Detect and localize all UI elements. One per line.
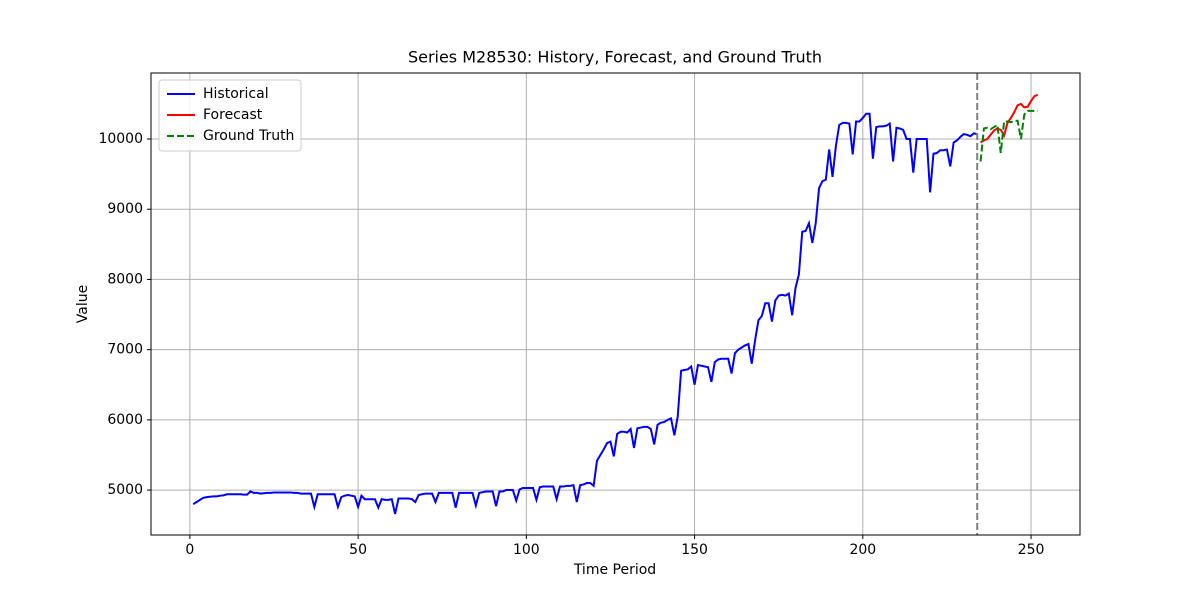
y-tick-label: 9000: [107, 201, 143, 217]
y-tick-label: 5000: [107, 482, 143, 498]
legend-label: Forecast: [203, 107, 263, 123]
legend-box: [158, 79, 302, 152]
legend: Historical Forecast Ground Truth: [158, 79, 302, 152]
y-tick-label: 10000: [98, 131, 143, 147]
legend-label: Ground Truth: [203, 128, 294, 144]
x-tick-label: 250: [1018, 542, 1045, 558]
y-axis-label: Value: [75, 285, 91, 323]
grid: [151, 73, 1080, 535]
series-line: [980, 93, 1039, 144]
x-tick-label: 200: [849, 542, 876, 558]
y-tick-label: 8000: [107, 271, 143, 287]
legend-label: Historical: [203, 86, 269, 102]
x-tick-label: 100: [513, 542, 540, 558]
y-tick-label: 7000: [107, 342, 143, 358]
series-line: [979, 109, 1038, 162]
plot-frame: [150, 72, 1081, 536]
plot: [192, 73, 1039, 535]
x-tick-label: 150: [681, 542, 708, 558]
x-tick-label: 50: [349, 542, 367, 558]
y-tick-label: 6000: [107, 412, 143, 428]
chart-title: Series M28530: History, Forecast, and Gr…: [408, 48, 822, 67]
x-axis-label: Time Period: [573, 562, 656, 578]
x-tick-label: 0: [185, 542, 194, 558]
series-line: [192, 112, 978, 515]
